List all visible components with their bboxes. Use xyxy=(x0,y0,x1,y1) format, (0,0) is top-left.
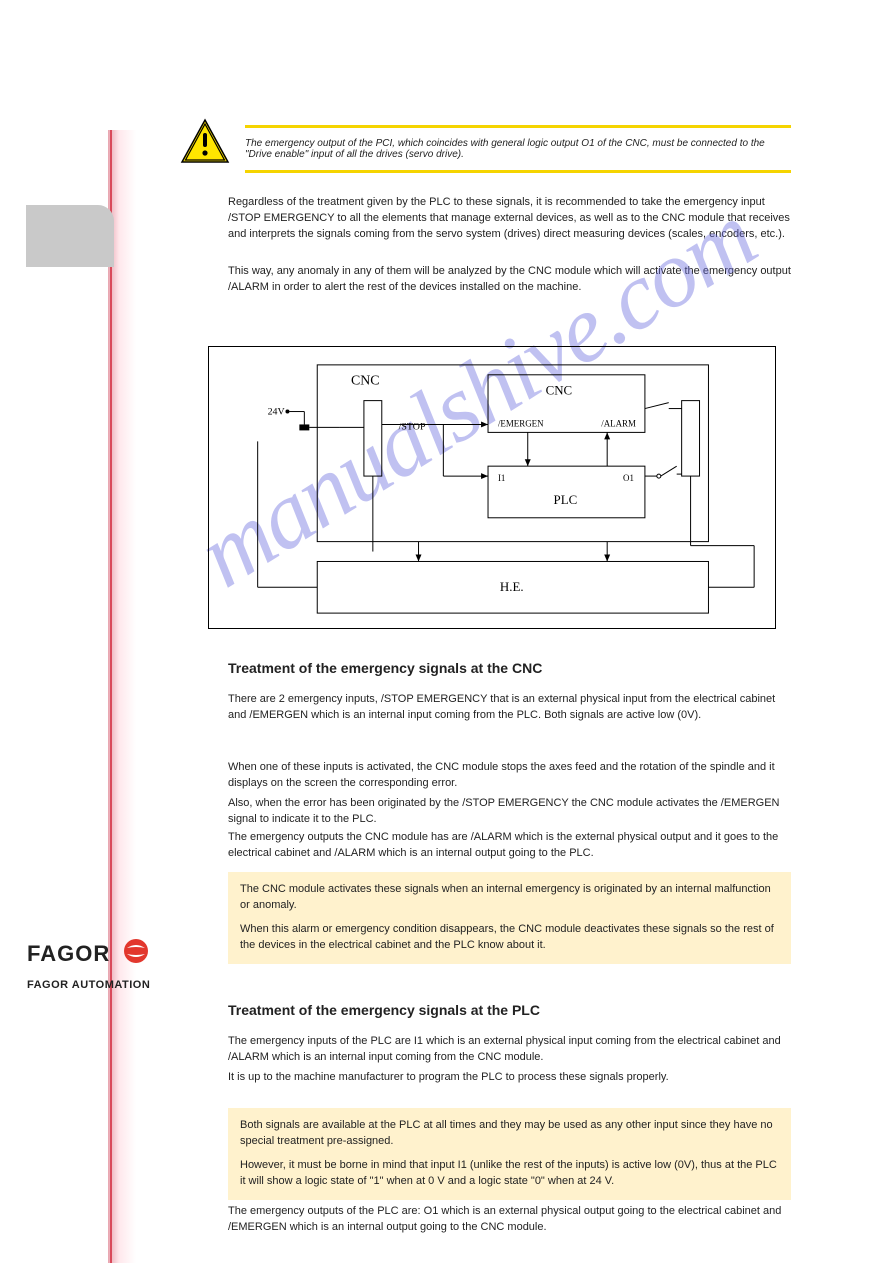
diagram-outer-label: CNC xyxy=(351,374,380,389)
warning-icon xyxy=(180,118,230,169)
chapter-tab xyxy=(26,205,114,267)
emergency-signal-diagram: CNC CNC /EMERGEN /ALARM PLC I1 O1 24V /S… xyxy=(208,346,776,629)
intro-paragraph-2: This way, any anomaly in any of them wil… xyxy=(228,264,793,296)
warning-top-rule xyxy=(245,125,791,128)
diagram-o1-label: O1 xyxy=(623,473,634,483)
section1-p1: There are 2 emergency inputs, /STOP EMER… xyxy=(228,692,793,724)
highlight2-p2: However, it must be borne in mind that i… xyxy=(240,1158,779,1190)
highlight1-p1: The CNC module activates these signals w… xyxy=(240,882,779,914)
section1-p4: The emergency outputs the CNC module has… xyxy=(228,830,793,862)
diagram-i1-label: I1 xyxy=(498,473,505,483)
section1-p3: Also, when the error has been originated… xyxy=(228,796,793,828)
section2-p1: The emergency inputs of the PLC are I1 w… xyxy=(228,1034,793,1066)
intro-paragraph-1: Regardless of the treatment given by the… xyxy=(228,195,793,243)
diagram-24v-label: 24V xyxy=(268,407,286,418)
section2-p2: It is up to the machine manufacturer to … xyxy=(228,1070,793,1086)
diagram-alarm-label: /ALARM xyxy=(601,418,636,428)
fagor-subtitle: FAGOR AUTOMATION xyxy=(27,979,151,991)
highlight-box-1: The CNC module activates these signals w… xyxy=(228,872,791,964)
warning-bottom-rule xyxy=(245,170,791,173)
diagram-emergen-label: /EMERGEN xyxy=(498,418,544,428)
diagram-he-label: H.E. xyxy=(500,580,524,594)
final-paragraph: The emergency outputs of the PLC are: O1… xyxy=(228,1204,793,1236)
diagram-cnc-label: CNC xyxy=(546,384,573,398)
left-gradient-strip xyxy=(108,130,136,1263)
diagram-stop-label: /STOP xyxy=(399,421,426,432)
highlight-box-2: Both signals are available at the PLC at… xyxy=(228,1108,791,1200)
fagor-logo: FAGOR FAGOR AUTOMATION xyxy=(27,938,151,991)
warning-text: The emergency output of the PCI, which c… xyxy=(245,138,791,160)
section-title-cnc: Treatment of the emergency signals at th… xyxy=(228,660,542,676)
fagor-swirl-icon xyxy=(121,938,151,969)
left-red-line xyxy=(110,130,112,1263)
section-title-plc: Treatment of the emergency signals at th… xyxy=(228,1002,540,1018)
highlight1-p2: When this alarm or emergency condition d… xyxy=(240,922,779,954)
fagor-brand-text: FAGOR xyxy=(27,941,110,967)
section1-p2: When one of these inputs is activated, t… xyxy=(228,760,793,792)
diagram-plc-label: PLC xyxy=(554,493,578,507)
highlight2-p1: Both signals are available at the PLC at… xyxy=(240,1118,779,1150)
